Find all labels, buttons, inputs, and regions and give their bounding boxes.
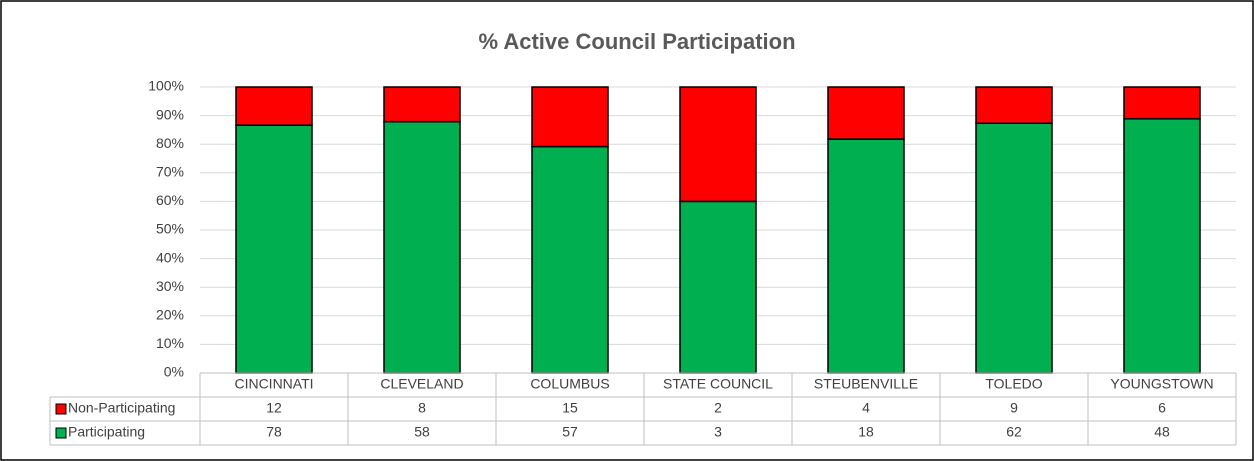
x-tick-label: STEUBENVILLE	[814, 376, 918, 392]
y-tick-label: 0%	[164, 364, 184, 380]
table-value: 58	[414, 424, 430, 440]
table-value: 4	[862, 400, 870, 416]
table-value: 18	[858, 424, 874, 440]
x-tick-label: CINCINNATI	[234, 376, 313, 392]
y-tick-label: 10%	[156, 335, 184, 351]
y-tick-label: 50%	[156, 221, 184, 237]
y-tick-label: 90%	[156, 106, 184, 122]
table-value: 48	[1154, 424, 1170, 440]
bar-segment	[827, 86, 905, 140]
bar-segment	[531, 86, 609, 148]
y-tick-label: 100%	[148, 78, 184, 94]
table-value: 6	[1158, 400, 1166, 416]
y-tick-label: 70%	[156, 164, 184, 180]
x-tick-label: YOUNGSTOWN	[1110, 376, 1213, 392]
legend-swatch	[55, 403, 67, 415]
legend-label: Non-Participating	[68, 400, 175, 416]
bar-segment	[1123, 86, 1201, 120]
x-tick-label: COLUMBUS	[530, 376, 609, 392]
y-tick-label: 40%	[156, 249, 184, 265]
chart-title: % Active Council Participation	[478, 29, 795, 54]
bar-segment	[383, 86, 461, 123]
y-tick-label: 30%	[156, 278, 184, 294]
table-value: 78	[266, 424, 282, 440]
y-tick-label: 80%	[156, 135, 184, 151]
bar-segment	[235, 124, 313, 374]
x-tick-label: CLEVELAND	[380, 376, 463, 392]
table-value: 15	[562, 400, 578, 416]
table-value: 57	[562, 424, 578, 440]
bar-segment	[975, 122, 1053, 374]
y-tick-label: 20%	[156, 307, 184, 323]
table-value: 12	[266, 400, 282, 416]
legend-label: Participating	[68, 424, 145, 440]
legend-swatch	[55, 427, 67, 439]
table-value: 8	[418, 400, 426, 416]
bar-segment	[1123, 118, 1201, 374]
bar-segment	[827, 138, 905, 374]
bar-segment	[679, 86, 757, 203]
table-value: 2	[714, 400, 722, 416]
table-value: 9	[1010, 400, 1018, 416]
x-tick-label: TOLEDO	[985, 376, 1042, 392]
bar-segment	[975, 86, 1053, 125]
bar-segment	[383, 120, 461, 374]
bar-segment	[679, 200, 757, 374]
table-value: 62	[1006, 424, 1022, 440]
y-tick-label: 60%	[156, 192, 184, 208]
table-value: 3	[714, 424, 722, 440]
x-tick-label: STATE COUNCIL	[663, 376, 773, 392]
bar-segment	[531, 145, 609, 374]
bar-segment	[235, 86, 313, 126]
